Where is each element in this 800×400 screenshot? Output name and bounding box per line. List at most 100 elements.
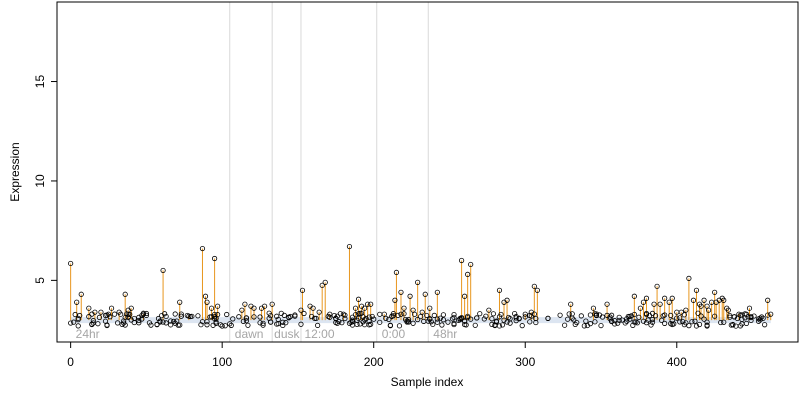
- point-28: [269, 301, 275, 307]
- bg-point-353: [468, 316, 474, 322]
- bg-point-359: [174, 318, 180, 324]
- bg-point-105: [631, 311, 637, 318]
- bg-point-114: [342, 315, 348, 322]
- bg-point-186: [692, 318, 698, 324]
- point-12: [140, 311, 146, 317]
- bg-point-2: [107, 314, 113, 320]
- bg-point-371: [477, 311, 483, 317]
- point-32: [310, 305, 316, 311]
- bg-point-377: [587, 321, 593, 327]
- point-64: [496, 287, 503, 293]
- bg-point-369: [89, 321, 95, 327]
- bg-point-183: [440, 317, 447, 323]
- bg-point-343: [507, 320, 513, 326]
- bg-point-159: [243, 315, 250, 321]
- phase-lines: [229, 2, 429, 342]
- bg-point-368: [733, 323, 739, 329]
- bg-point-274: [643, 311, 650, 318]
- point-63: [486, 307, 492, 313]
- y-axis: 5 10 15: [33, 75, 58, 284]
- bg-point-279: [648, 322, 654, 328]
- bg-point-340: [86, 314, 92, 320]
- point-76: [640, 299, 647, 305]
- bg-point-363: [718, 319, 724, 326]
- point-105: [765, 297, 771, 303]
- point-47: [389, 313, 395, 319]
- point-91: [698, 303, 704, 309]
- point-78: [651, 301, 657, 307]
- bg-point-376: [545, 315, 551, 321]
- bg-point-315: [730, 321, 736, 328]
- point-23: [242, 301, 248, 307]
- bg-point-182: [266, 315, 272, 321]
- bg-point-364: [177, 322, 183, 328]
- bg-point-272: [211, 316, 218, 322]
- bg-point-360: [696, 321, 703, 328]
- bg-point-293: [439, 322, 445, 328]
- point-34: [319, 282, 325, 288]
- bg-point-287: [331, 312, 337, 319]
- bg-point-19: [662, 320, 668, 326]
- bg-point-276: [498, 311, 504, 318]
- bg-point-144: [219, 323, 225, 329]
- bg-point-283: [512, 311, 518, 317]
- point-69: [531, 283, 537, 289]
- point-81: [662, 295, 668, 301]
- phase-label-5: 48hr: [433, 327, 457, 341]
- point-0: [68, 260, 74, 267]
- bg-point-126: [171, 318, 177, 324]
- point-94: [705, 307, 712, 313]
- bg-point-319: [275, 316, 281, 322]
- bg-point-174: [395, 312, 401, 319]
- bg-point-352: [75, 317, 81, 323]
- bg-point-347: [519, 323, 525, 329]
- bg-point-331: [440, 312, 447, 318]
- bg-point-54: [128, 317, 134, 323]
- point-44: [365, 301, 371, 307]
- point-102: [725, 307, 731, 313]
- bg-point-304: [402, 316, 409, 323]
- point-21: [215, 303, 221, 309]
- bg-point-317: [616, 317, 622, 324]
- point-106: [768, 311, 774, 317]
- x-axis: 0 100 200 300 400: [67, 341, 687, 369]
- point-80: [657, 301, 663, 307]
- bg-point-243: [683, 320, 689, 326]
- points: [68, 243, 774, 329]
- bg-point-189: [698, 313, 704, 319]
- bg-point-264: [474, 315, 480, 321]
- point-77: [643, 295, 650, 301]
- point-3: [86, 305, 92, 311]
- bg-point-151: [334, 313, 340, 319]
- bg-point-258: [131, 319, 137, 326]
- bg-point-142: [172, 311, 178, 317]
- bg-point-116: [240, 318, 246, 324]
- point-30: [299, 287, 306, 293]
- bg-point-310: [516, 315, 522, 321]
- bg-point-41: [257, 314, 263, 320]
- point-13: [160, 267, 166, 274]
- bg-point-225: [298, 321, 304, 327]
- bg-point-342: [489, 321, 495, 327]
- baseline-band-rect: [70, 317, 771, 324]
- point-57: [427, 305, 433, 311]
- bg-point-312: [701, 316, 707, 322]
- phase-label-0: 24hr: [76, 327, 100, 341]
- bg-point-252: [139, 312, 145, 319]
- bg-point-158: [369, 313, 375, 320]
- bg-point-269: [731, 314, 737, 320]
- bg-point-372: [743, 311, 750, 317]
- bg-point-307: [136, 317, 142, 324]
- y-tick-label-2: 15: [33, 75, 47, 89]
- bg-point-138: [213, 319, 219, 325]
- point-11: [128, 305, 134, 311]
- bg-point-9: [430, 321, 436, 327]
- point-92: [701, 297, 707, 303]
- bg-point-192: [704, 322, 710, 328]
- bg-point-326: [557, 312, 563, 318]
- point-16: [199, 245, 206, 252]
- bg-point-37: [72, 311, 78, 318]
- bg-point-337: [659, 317, 665, 323]
- bg-point-72: [569, 311, 575, 317]
- bg-point-248: [712, 313, 718, 319]
